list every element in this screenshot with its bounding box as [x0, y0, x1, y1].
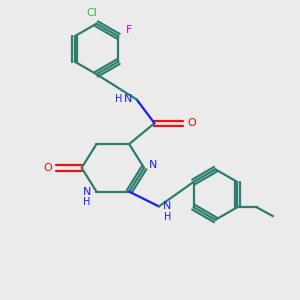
Text: N: N	[83, 187, 91, 196]
Text: Cl: Cl	[87, 8, 98, 18]
Text: O: O	[44, 163, 52, 173]
Text: N: N	[124, 94, 133, 104]
Text: H: H	[83, 197, 91, 207]
Text: N: N	[149, 160, 157, 170]
Text: F: F	[126, 26, 132, 35]
Text: H: H	[164, 212, 171, 222]
Text: N: N	[163, 202, 171, 212]
Text: O: O	[187, 118, 196, 128]
Text: H: H	[115, 94, 122, 104]
